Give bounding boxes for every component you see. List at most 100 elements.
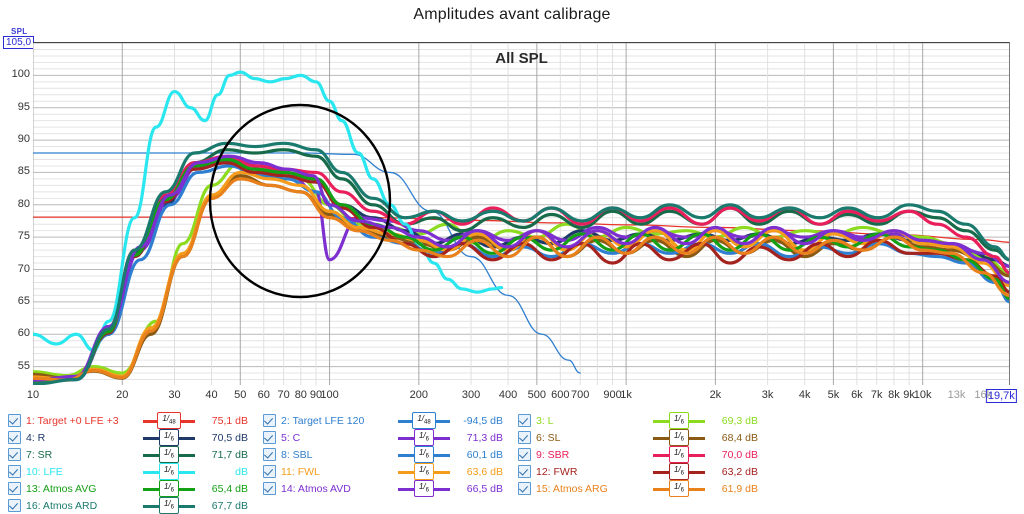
- smoothing-denominator: 6: [680, 470, 684, 477]
- x-axis-labels: 10 20 30 40 50 60 70 80 90 100 200 300 400 500 600 700 9…: [0, 389, 1024, 407]
- x-tick-label: 70: [277, 389, 290, 401]
- legend-checkbox[interactable]: [263, 448, 276, 461]
- legend-item-label: 1: Target +0 LFE +3: [26, 414, 119, 427]
- legend-item-label: 5: C: [281, 431, 301, 444]
- legend-item[interactable]: 5: C: [263, 429, 300, 446]
- legend-smoothing-swatch[interactable]: 1/6: [143, 428, 195, 447]
- series-line: [33, 177, 1009, 382]
- y-tick-label: 90: [17, 133, 30, 146]
- smoothing-denominator: 48: [423, 419, 431, 426]
- legend-smoothing-chip: 1/6: [668, 445, 689, 464]
- chart-legend: 1: Target +0 LFE +3 1/48 75,1 dB 2: Target …: [0, 411, 1024, 514]
- legend-item-value: 60,1 dB: [466, 449, 503, 461]
- legend-item[interactable]: 9: SBR: [518, 446, 569, 463]
- legend-item-label: 2: Target LFE 120: [281, 414, 365, 427]
- y-tick-label: 85: [17, 165, 30, 178]
- smoothing-numerator: 1/: [163, 481, 171, 491]
- x-tick-label: 90: [309, 389, 323, 401]
- legend-smoothing-chip: 1/48: [157, 411, 181, 430]
- legend-smoothing-chip: 1/6: [413, 428, 434, 447]
- x-tick-label: 50: [234, 389, 247, 401]
- legend-item-label: 14: Atmos AVD: [281, 482, 351, 495]
- x-axis-max-value-box[interactable]: 19,7k: [985, 389, 1017, 403]
- legend-item[interactable]: 8: SBL: [263, 446, 313, 463]
- legend-item-value: dB: [235, 466, 248, 478]
- smoothing-denominator: 6: [170, 453, 174, 460]
- smoothing-numerator: 1/: [163, 464, 171, 474]
- legend-checkbox[interactable]: [518, 482, 531, 495]
- legend-smoothing-chip: 1/6: [413, 479, 434, 498]
- smoothing-numerator: 1/: [673, 481, 681, 491]
- legend-smoothing-swatch[interactable]: 1/6: [398, 428, 450, 447]
- smoothing-numerator: 1/: [162, 413, 169, 423]
- legend-item[interactable]: 15: Atmos ARG: [518, 480, 608, 497]
- legend-item[interactable]: 16: Atmos ARD: [8, 497, 97, 514]
- smoothing-denominator: 6: [170, 487, 174, 494]
- legend-checkbox[interactable]: [8, 465, 21, 478]
- legend-item[interactable]: 1: Target +0 LFE +3: [8, 412, 119, 429]
- legend-item-value: 68,4 dB: [721, 432, 758, 444]
- smoothing-denominator: 6: [425, 487, 429, 494]
- x-tick-label: 16k: [974, 389, 993, 401]
- legend-checkbox[interactable]: [263, 482, 276, 495]
- smoothing-denominator: 6: [170, 504, 174, 511]
- y-tick-label: 80: [17, 197, 30, 210]
- legend-item-label: 13: Atmos AVG: [26, 482, 97, 495]
- legend-item-value: 71,7 dB: [211, 449, 248, 461]
- legend-smoothing-chip: 1/6: [413, 462, 434, 481]
- legend-checkbox[interactable]: [518, 431, 531, 444]
- legend-smoothing-swatch[interactable]: 1/6: [653, 479, 705, 498]
- legend-checkbox[interactable]: [8, 414, 21, 427]
- legend-item[interactable]: 10: LFE: [8, 463, 63, 480]
- legend-smoothing-swatch[interactable]: 1/48: [143, 411, 195, 430]
- legend-checkbox[interactable]: [8, 431, 21, 444]
- legend-item-value: 70,5 dB: [211, 432, 248, 444]
- legend-item[interactable]: 3: L: [518, 412, 554, 429]
- legend-item[interactable]: 12: FWR: [518, 463, 577, 480]
- legend-checkbox[interactable]: [263, 465, 276, 478]
- x-tick-label: 1k: [620, 389, 632, 401]
- legend-smoothing-swatch[interactable]: 1/6: [143, 445, 195, 464]
- legend-item[interactable]: 2: Target LFE 120: [263, 412, 364, 429]
- smoothing-numerator: 1/: [418, 447, 426, 457]
- legend-item[interactable]: 4: R: [8, 429, 45, 446]
- legend-checkbox[interactable]: [8, 499, 21, 512]
- legend-checkbox[interactable]: [263, 414, 276, 427]
- legend-item-label: 4: R: [26, 431, 46, 444]
- x-tick-label: 20: [116, 389, 129, 401]
- legend-checkbox[interactable]: [518, 414, 531, 427]
- smoothing-numerator: 1/: [673, 447, 681, 457]
- legend-checkbox[interactable]: [8, 482, 21, 495]
- legend-checkbox[interactable]: [263, 431, 276, 444]
- x-tick-label: 80: [294, 389, 307, 401]
- legend-item[interactable]: 7: SR: [8, 446, 52, 463]
- y-tick-label: 60: [17, 327, 30, 340]
- x-tick-label: 900: [603, 389, 622, 401]
- legend-smoothing-chip: 1/6: [158, 428, 179, 447]
- legend-checkbox[interactable]: [8, 448, 21, 461]
- legend-item[interactable]: 6: SL: [518, 429, 561, 446]
- legend-item[interactable]: 13: Atmos AVG: [8, 480, 96, 497]
- x-tick-label: 13k: [947, 389, 966, 401]
- x-tick-label: 2k: [709, 389, 722, 401]
- x-tick-label: 4k: [798, 389, 811, 401]
- legend-item-value: 75,1 dB: [211, 415, 248, 427]
- legend-checkbox[interactable]: [518, 465, 531, 478]
- y-tick-label: 100: [11, 68, 30, 81]
- annotation-circle: [208, 103, 392, 299]
- legend-item-label: 8: SBL: [281, 448, 313, 461]
- series-line: [33, 174, 1009, 380]
- series-line: [33, 141, 1009, 385]
- legend-item-value: 61,9 dB: [721, 483, 758, 495]
- legend-item[interactable]: 14: Atmos AVD: [263, 480, 351, 497]
- legend-item-value: 71,3 dB: [466, 432, 503, 444]
- smoothing-numerator: 1/: [673, 413, 681, 423]
- spl-chart-plot-area[interactable]: All SPL: [33, 42, 1010, 385]
- x-tick-label: 10k: [913, 389, 932, 401]
- legend-checkbox[interactable]: [518, 448, 531, 461]
- legend-item[interactable]: 11: FWL: [263, 463, 320, 480]
- legend-smoothing-swatch[interactable]: 1/6: [398, 479, 450, 498]
- legend-item-value: 63,2 dB: [721, 466, 758, 478]
- x-tick-label: 6k: [851, 389, 863, 401]
- y-tick-label: 55: [17, 359, 30, 372]
